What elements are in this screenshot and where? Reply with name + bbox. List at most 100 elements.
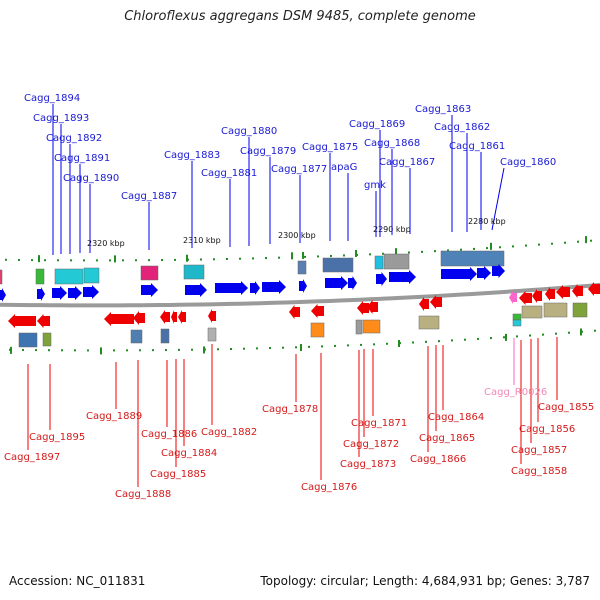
tick-dot [217,348,219,351]
forward-feature-box [0,269,3,285]
tick-dot [447,249,449,252]
reverse-gene-label: Cagg_1876 [301,482,357,493]
forward-gene-label: Cagg_1861 [449,141,505,152]
forward-gene-arrow [492,264,505,278]
forward-gene-label: Cagg_1860 [500,157,556,168]
tick-dot [590,239,592,242]
major-tick [38,255,40,263]
reverse-feature-box [42,332,52,347]
reverse-gene-arrow [104,312,134,326]
scale-tick-label: 2310 kbp [183,236,221,245]
reverse-feature-box [572,302,588,318]
major-tick [291,252,293,260]
forward-gene-arrow [250,281,260,295]
tick-dot [122,259,124,262]
reverse-gene-arrow [556,285,570,299]
reverse-gene-arrows [8,282,600,328]
forward-gene-label: Cagg_1867 [379,157,435,168]
forward-gene-label: Cagg_1877 [271,164,327,175]
tick-dot [486,247,488,250]
tick-dot [382,252,384,255]
rna-gene-arrow [509,291,517,304]
tick-dot [256,347,258,350]
reverse-gene-arrow [37,314,50,328]
tick-dot [83,259,85,262]
reverse-feature-box [521,305,543,319]
forward-gene-label: Cagg_1881 [201,168,257,179]
forward-gene-label: gmk [364,180,386,191]
major-tick [203,346,205,354]
reverse-gene-label: Cagg_1871 [351,418,407,429]
reverse-gene-arrow [572,284,583,298]
map-title: Chloroflexus aggregans DSM 9485, complet… [124,9,476,24]
reverse-gene-arrow [588,282,600,296]
reverse-feature-box [18,332,38,348]
scale-tick-label: 2320 kbp [87,239,125,248]
major-tick [300,344,302,351]
reverse-gene-arrow [419,297,429,311]
forward-gene-label: Cagg_1879 [240,146,296,157]
forward-gene-label: Cagg_1869 [349,119,405,130]
reverse-gene-label: Cagg_1872 [343,439,399,450]
forward-gene-arrow [477,266,491,280]
reverse-gene-arrow [208,309,216,323]
tick-dot [594,329,596,332]
tick-dot [165,349,167,352]
tick-dot [265,257,267,260]
tick-dot [551,242,553,245]
tick-dot [152,349,154,352]
forward-gene-label: Cagg_1892 [46,133,102,144]
tick-dot [438,340,440,343]
forward-feature-box [383,253,410,270]
tick-dot [334,344,336,347]
forward-gene-arrow [325,276,348,290]
reverse-gene-label: Cagg_1866 [410,454,466,465]
tick-dot [269,347,271,350]
forward-gene-label: Cagg_1893 [33,113,89,124]
forward-gene-arrow [83,285,99,299]
forward-feature-box [35,268,45,285]
reverse-gene-label: Cagg_1858 [511,466,567,477]
forward-gene-arrow [141,283,158,297]
scale-tick-label: 2280 kbp [468,217,506,226]
tick-dot [148,259,150,262]
tick-dot [451,339,453,342]
reverse-gene-arrow [311,304,324,318]
tick-dot [57,259,59,262]
reverse-feature-box [310,322,325,338]
tick-dot [243,347,245,350]
forward-leader-line [491,167,505,231]
tick-dot [386,342,388,345]
forward-gene-arrow [376,272,387,286]
reverse-gene-label: Cagg_1864 [428,412,484,423]
tick-dot [226,258,228,261]
tick-dot [31,259,33,262]
tick-dot [191,348,193,351]
tick-dot [477,337,479,340]
reverse-feature-box [512,313,522,321]
tick-dot [369,253,371,256]
tick-dot [278,256,280,259]
forward-gene-label: Cagg_1894 [24,93,80,104]
tick-dot [213,258,215,261]
reverse-gene-label: Cagg_1884 [161,448,217,459]
forward-gene-labels: Cagg_1894 Cagg_1893 Cagg_1892 Cagg_1891 Cagg… [24,93,556,255]
reverse-gene-label: Cagg_1889 [86,411,142,422]
reverse-gene-label: Cagg_1865 [419,433,475,444]
tick-dot [321,345,323,348]
tick-dot [499,246,501,249]
reverse-gene-arrow [357,301,369,315]
reverse-feature-box [130,329,143,344]
tick-dot [174,258,176,261]
major-tick [490,242,492,250]
forward-gene-label: Cagg_1890 [63,173,119,184]
forward-gene-arrow [185,283,207,297]
forward-feature-box [83,267,100,284]
forward-gene-label: Cagg_1868 [364,138,420,149]
tick-dot [464,338,466,341]
tick-dot [460,248,462,251]
reverse-feature-boxes [18,302,588,348]
backbone-line [0,282,600,308]
tick-dot [126,349,128,352]
